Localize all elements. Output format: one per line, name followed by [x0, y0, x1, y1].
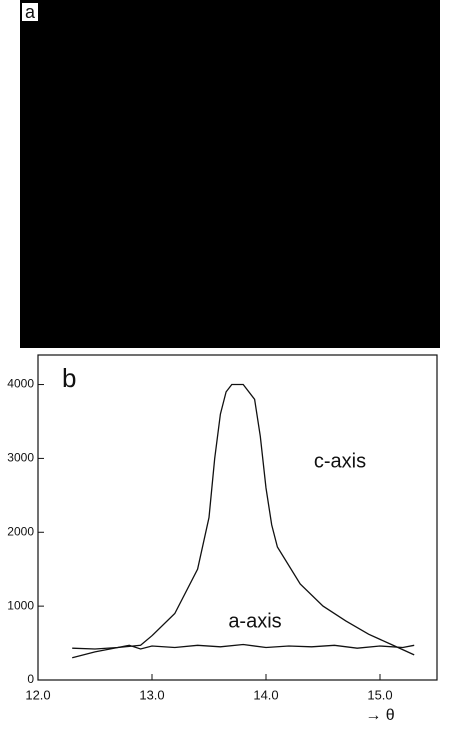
series-label: a-axis: [228, 610, 281, 632]
y-tick-label: 3000: [7, 451, 34, 465]
y-tick-label: 2000: [7, 524, 34, 538]
y-tick-label: 1000: [7, 598, 34, 612]
x-tick-label: 15.0: [367, 687, 392, 702]
figure: a b → θ 0 1000 2000 3000 4000 12.0 13.0 14.0 15.…: [0, 0, 450, 725]
x-tick-label: 13.0: [139, 687, 164, 702]
x-axis-label: → θ: [365, 707, 394, 724]
y-tick-label: 4000: [7, 377, 34, 391]
x-tick-label: 12.0: [25, 687, 50, 702]
panel-a-label: a: [25, 2, 36, 22]
series-line: [72, 645, 414, 650]
panel-b-label: b: [62, 363, 76, 393]
x-tick-label: 14.0: [253, 687, 278, 702]
series-label: c-axis: [314, 450, 366, 472]
y-tick-label: 0: [27, 672, 34, 686]
panel-a-image: [20, 0, 440, 348]
